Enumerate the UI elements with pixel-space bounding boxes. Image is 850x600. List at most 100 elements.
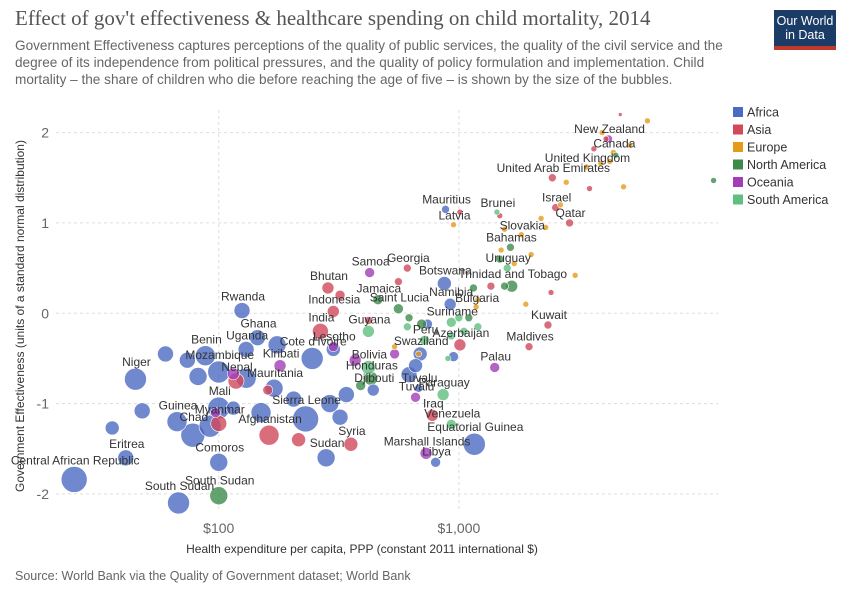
data-point[interactable]	[445, 316, 457, 328]
data-point[interactable]	[445, 419, 457, 430]
owid-logo[interactable]: Our World in Data	[774, 10, 836, 50]
data-point[interactable]	[250, 402, 272, 423]
legend-item[interactable]: Europe	[747, 141, 787, 155]
data-point[interactable]	[267, 335, 287, 355]
source-note[interactable]: Source: World Bank via the Quality of Go…	[15, 569, 411, 583]
data-point[interactable]	[117, 449, 135, 467]
data-point[interactable]	[469, 283, 478, 293]
data-point[interactable]	[364, 267, 375, 278]
data-point[interactable]	[441, 205, 450, 214]
data-point[interactable]	[210, 407, 221, 418]
data-point[interactable]	[510, 260, 518, 267]
data-point[interactable]	[210, 415, 228, 432]
data-point[interactable]	[450, 221, 457, 229]
data-point[interactable]	[404, 313, 414, 323]
data-point[interactable]	[262, 384, 274, 396]
data-point[interactable]	[437, 276, 452, 291]
data-point[interactable]	[583, 163, 590, 171]
data-point[interactable]	[408, 358, 423, 373]
data-point[interactable]	[501, 225, 508, 233]
data-point[interactable]	[285, 390, 302, 408]
legend-item[interactable]: North America	[747, 158, 826, 172]
data-point[interactable]	[124, 367, 147, 391]
legend-item[interactable]: South America	[747, 193, 828, 207]
data-point[interactable]	[473, 322, 483, 332]
data-point[interactable]	[472, 303, 480, 311]
data-point[interactable]	[327, 305, 340, 318]
data-point[interactable]	[493, 208, 501, 216]
data-point[interactable]	[425, 409, 439, 422]
data-point[interactable]	[414, 383, 423, 393]
data-point[interactable]	[506, 243, 515, 252]
data-point[interactable]	[366, 383, 380, 397]
data-point[interactable]	[454, 313, 464, 323]
data-point[interactable]	[497, 246, 505, 254]
data-point[interactable]	[393, 303, 404, 315]
data-point[interactable]	[394, 277, 403, 286]
data-point[interactable]	[419, 335, 430, 346]
data-point[interactable]	[537, 215, 545, 222]
data-point[interactable]	[331, 408, 349, 426]
data-point[interactable]	[403, 322, 412, 332]
data-point[interactable]	[464, 313, 474, 323]
data-point[interactable]	[291, 432, 306, 448]
data-point[interactable]	[557, 201, 564, 209]
data-point[interactable]	[502, 263, 512, 273]
data-point[interactable]	[486, 281, 496, 291]
data-point[interactable]	[166, 411, 188, 432]
data-point[interactable]	[316, 448, 336, 468]
data-point[interactable]	[292, 405, 319, 433]
data-point[interactable]	[227, 367, 240, 381]
data-point[interactable]	[320, 394, 340, 413]
data-point[interactable]	[328, 341, 339, 352]
data-point[interactable]	[179, 351, 196, 369]
data-point[interactable]	[157, 345, 174, 363]
data-point[interactable]	[362, 325, 375, 338]
data-point[interactable]	[249, 329, 266, 346]
data-point[interactable]	[474, 296, 482, 304]
data-point[interactable]	[598, 129, 606, 136]
data-point[interactable]	[571, 272, 579, 279]
data-point[interactable]	[312, 323, 329, 340]
data-point[interactable]	[710, 177, 717, 184]
data-point[interactable]	[518, 231, 525, 238]
data-point[interactable]	[273, 359, 287, 372]
data-point[interactable]	[456, 208, 464, 216]
data-point[interactable]	[391, 343, 398, 350]
data-point[interactable]	[410, 391, 421, 403]
data-point[interactable]	[620, 183, 627, 191]
data-point[interactable]	[443, 297, 457, 311]
data-point[interactable]	[372, 294, 384, 306]
data-point[interactable]	[542, 224, 550, 231]
data-point[interactable]	[446, 331, 456, 341]
data-point[interactable]	[364, 316, 373, 325]
data-point[interactable]	[500, 281, 509, 291]
data-point[interactable]	[60, 466, 88, 493]
data-point[interactable]	[522, 300, 530, 308]
data-point[interactable]	[489, 362, 500, 373]
data-point[interactable]	[463, 432, 486, 456]
data-point[interactable]	[602, 135, 610, 143]
data-point[interactable]	[195, 345, 216, 367]
data-point[interactable]	[361, 360, 376, 375]
data-point[interactable]	[321, 281, 335, 295]
data-point[interactable]	[300, 347, 324, 370]
data-point[interactable]	[348, 353, 362, 367]
data-point[interactable]	[548, 173, 557, 183]
data-point[interactable]	[626, 141, 634, 149]
data-point[interactable]	[524, 342, 534, 351]
data-point[interactable]	[209, 453, 229, 472]
data-point[interactable]	[403, 263, 412, 273]
data-point[interactable]	[338, 386, 355, 403]
data-point[interactable]	[597, 159, 605, 167]
data-point[interactable]	[343, 436, 359, 452]
data-point[interactable]	[237, 341, 255, 358]
legend-item[interactable]: Asia	[747, 123, 771, 137]
data-point[interactable]	[104, 420, 120, 436]
data-point[interactable]	[415, 350, 422, 358]
data-point[interactable]	[416, 318, 427, 330]
data-point[interactable]	[565, 218, 574, 228]
data-point[interactable]	[617, 112, 623, 117]
data-point[interactable]	[167, 491, 190, 515]
data-point[interactable]	[430, 457, 441, 468]
